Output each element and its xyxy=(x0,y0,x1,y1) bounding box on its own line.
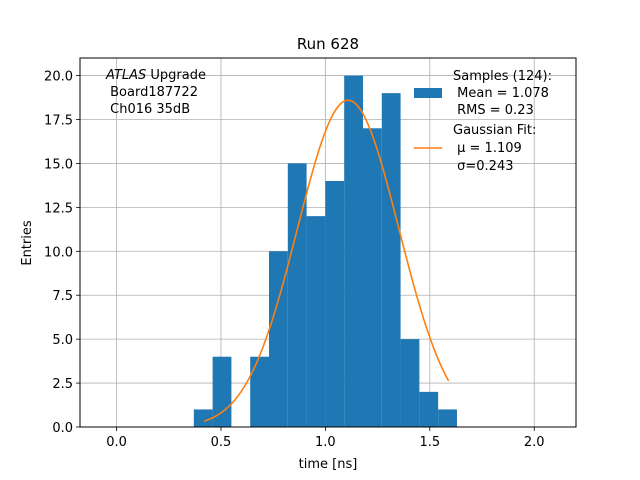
chart-title: Run 628 xyxy=(297,35,359,53)
x-tick-label: 2.0 xyxy=(524,435,545,450)
y-tick-label: 10.0 xyxy=(44,245,73,260)
histogram-bar xyxy=(400,339,420,427)
annotation-line-3: Ch016 35dB xyxy=(106,102,190,117)
x-axis-label: time [ns] xyxy=(299,457,358,472)
gaussian-fit-curve xyxy=(204,99,450,422)
x-tick-label: 1.5 xyxy=(419,435,440,450)
histogram-bar xyxy=(381,93,401,428)
histogram-bar xyxy=(193,409,213,427)
histogram-bar xyxy=(362,128,382,428)
legend-fit-line-3: σ=0.243 xyxy=(453,159,513,174)
x-axis-ticks: 0.0 0.5 1.0 1.5 2.0 xyxy=(106,427,545,450)
histogram-bar xyxy=(269,251,288,427)
histogram-bar xyxy=(212,356,232,427)
y-tick-label: 7.5 xyxy=(52,289,73,304)
y-tick-label: 0.0 xyxy=(52,421,73,436)
histogram-bar xyxy=(419,391,439,427)
annotation-line-2: Board187722 xyxy=(106,85,198,100)
annotation-line-1: ATLAS Upgrade xyxy=(105,68,206,83)
x-tick-label: 1.0 xyxy=(315,435,336,450)
annotation-box: ATLAS Upgrade Board187722 Ch016 35dB xyxy=(105,68,206,117)
histogram-bar xyxy=(250,356,270,427)
y-tick-label: 15.0 xyxy=(44,157,73,172)
legend-samples-line-2: Mean = 1.078 xyxy=(453,86,549,101)
y-axis-label: Entries xyxy=(20,220,35,266)
y-tick-label: 5.0 xyxy=(52,333,73,348)
histogram-bar xyxy=(325,181,345,427)
y-tick-label: 2.5 xyxy=(52,377,73,392)
legend-samples-line-1: Samples (124): xyxy=(453,69,552,84)
histogram-bar xyxy=(344,75,363,428)
legend-samples-swatch xyxy=(414,88,442,98)
plot-frame xyxy=(79,57,577,428)
y-tick-label: 12.5 xyxy=(44,201,73,216)
histogram-bar xyxy=(438,409,457,427)
legend-fit-line-2: μ = 1.109 xyxy=(453,141,522,156)
y-tick-label: 17.5 xyxy=(44,114,73,129)
x-tick-label: 0.5 xyxy=(211,435,232,450)
histogram-bar xyxy=(287,163,307,427)
histogram-bar xyxy=(306,216,326,427)
x-tick-label: 0.0 xyxy=(106,435,127,450)
y-axis-ticks: 0.0 2.5 5.0 7.5 10.0 12.5 15.0 17.5 20.0 xyxy=(44,70,80,436)
legend-samples-line-3: RMS = 0.23 xyxy=(453,103,534,118)
legend: Samples (124): Mean = 1.078 RMS = 0.23 G… xyxy=(414,69,552,174)
y-tick-label: 20.0 xyxy=(44,70,73,85)
legend-fit-line-1: Gaussian Fit: xyxy=(453,123,536,138)
histogram-bars xyxy=(193,75,457,428)
